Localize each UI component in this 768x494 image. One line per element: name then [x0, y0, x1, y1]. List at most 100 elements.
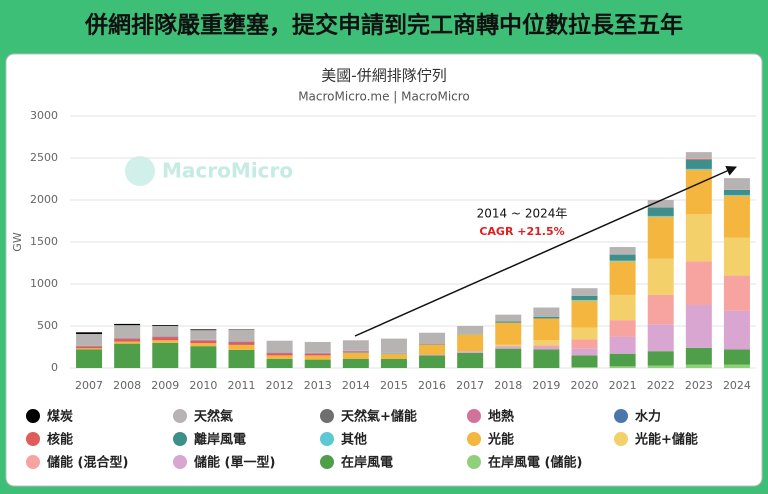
bar-segment	[686, 169, 712, 170]
bar-segment	[495, 349, 521, 368]
bar-segment	[724, 311, 750, 350]
x-tick-label: 2017	[456, 379, 484, 392]
bar-segment	[648, 295, 674, 324]
bar-segment	[495, 344, 521, 346]
bar-segment	[533, 347, 559, 350]
y-tick-label: 0	[51, 361, 58, 374]
x-tick-label: 2021	[609, 379, 637, 392]
x-tick-label: 2012	[266, 379, 294, 392]
bar-segment	[457, 351, 483, 353]
bar-segment	[305, 354, 331, 356]
legend-swatch	[173, 455, 187, 469]
legend-label: 儲能 (單一型)	[193, 455, 275, 471]
bar-segment	[76, 350, 102, 368]
bar-segment	[495, 321, 521, 322]
x-tick-label: 2016	[418, 379, 446, 392]
legend-label: 儲能 (混合型)	[46, 455, 128, 471]
bar-segment	[648, 208, 674, 216]
bar-segment	[190, 343, 216, 346]
bar-segment	[495, 315, 521, 322]
banner-title: 併網排隊嚴重壅塞，提交申請到完工商轉中位數拉長至五年	[84, 12, 683, 39]
x-tick-label: 2018	[494, 379, 522, 392]
bar-segment	[76, 332, 102, 334]
annotation-note: CAGR +21.5%	[479, 225, 564, 238]
bar-segment	[686, 365, 712, 368]
x-tick-label: 2020	[571, 379, 599, 392]
legend-swatch	[467, 432, 481, 446]
bar-segment	[114, 324, 140, 325]
bar-segment	[114, 342, 140, 344]
bar-segment	[572, 355, 598, 367]
bar-segment	[686, 348, 712, 365]
bar-segment	[686, 152, 712, 159]
bar-segment	[610, 260, 636, 261]
x-tick-label: 2019	[532, 379, 560, 392]
bar-segment	[457, 334, 483, 351]
legend-label: 離岸風電	[194, 432, 246, 448]
bar-segment	[343, 340, 369, 351]
bar-segment	[229, 345, 255, 350]
bar-segment	[267, 355, 293, 358]
bar-segment	[495, 323, 521, 345]
bar-segment	[648, 351, 674, 365]
bar-segment	[610, 261, 636, 295]
bar-segment	[305, 342, 331, 353]
bar-segment	[343, 353, 369, 359]
bar-segment	[686, 305, 712, 348]
bar-segment	[114, 344, 140, 368]
bar-segment	[190, 329, 216, 330]
legend-swatch	[320, 409, 334, 423]
legend-label: 其他	[341, 432, 367, 448]
bar-segment	[190, 330, 216, 340]
y-tick-label: 2500	[30, 151, 58, 164]
legend-label: 光能	[487, 432, 514, 448]
bar-segment	[686, 214, 712, 261]
legend-label: 在岸風電 (儲能)	[488, 455, 582, 471]
annotation: 2014 ~ 2024年	[477, 207, 568, 221]
bar-segment	[152, 325, 178, 326]
legend-swatch	[614, 432, 628, 446]
y-tick-label: 2000	[30, 193, 58, 206]
x-tick-label: 2011	[228, 379, 256, 392]
legend-swatch	[26, 432, 40, 446]
watermark-logo	[125, 156, 155, 186]
bar-segment	[572, 301, 598, 328]
legend-swatch	[467, 455, 481, 469]
legend-swatch	[173, 409, 187, 423]
legend-label: 在岸風電	[341, 455, 393, 471]
bar-segment	[76, 334, 102, 346]
bar-segment	[343, 352, 369, 353]
bar-segment	[381, 354, 407, 359]
bar-segment	[610, 337, 636, 354]
bar-segment	[533, 345, 559, 347]
y-tick-label: 1000	[30, 277, 58, 290]
bar-segment	[610, 255, 636, 261]
bar-segment	[572, 296, 598, 300]
bar-segment	[648, 216, 674, 217]
bar-segment	[533, 318, 559, 340]
bar-segment	[229, 350, 255, 368]
bar-segment	[152, 337, 178, 340]
bar-segment	[381, 359, 407, 368]
bar-segment	[724, 178, 750, 190]
legend-swatch	[26, 455, 40, 469]
x-tick-label: 2015	[380, 379, 408, 392]
bar-segment	[419, 333, 445, 344]
y-tick-label: 500	[37, 319, 58, 332]
legend-swatch	[614, 409, 628, 423]
bar-segment	[305, 355, 331, 359]
bar-segment	[724, 238, 750, 276]
legend-swatch	[467, 409, 481, 423]
x-tick-label: 2010	[189, 379, 217, 392]
legend-label: 光能+儲能	[634, 432, 698, 448]
bar-segment	[114, 339, 140, 342]
bar-segment	[533, 340, 559, 345]
x-tick-label: 2007	[75, 379, 103, 392]
bar-segment	[648, 324, 674, 351]
legend-label: 核能	[47, 432, 73, 448]
bar-segment	[114, 325, 140, 338]
bar-segment	[343, 359, 369, 368]
x-tick-label: 2013	[304, 379, 332, 392]
legend-label: 水力	[635, 409, 661, 425]
